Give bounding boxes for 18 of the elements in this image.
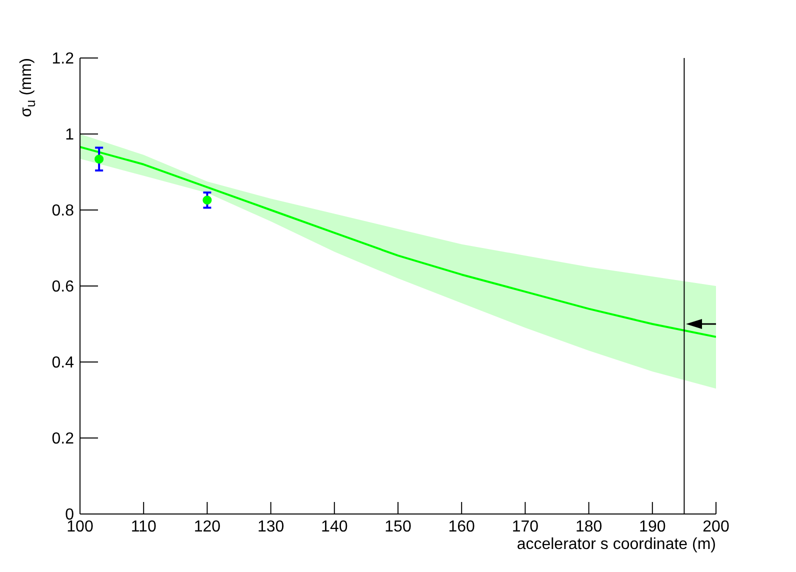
x-tick-label: 110 — [130, 518, 156, 536]
x-tick-label: 170 — [512, 518, 539, 536]
x-tick-label: 160 — [448, 518, 476, 536]
x-axis-title: accelerator s coordinate (m) — [516, 536, 716, 554]
x-tick-label: 130 — [257, 518, 284, 536]
line-series — [80, 146, 716, 338]
x-tick-label: 150 — [384, 518, 412, 536]
y-tick-label: 0.2 — [52, 430, 74, 448]
x-tick-label: 180 — [575, 518, 602, 536]
x-tick-label: 140 — [321, 518, 348, 536]
y-tick-label: 0.6 — [52, 278, 74, 296]
x-tick-label: 120 — [194, 518, 221, 536]
x-tick-label: 200 — [702, 518, 730, 536]
x-tick-label: 190 — [639, 518, 666, 536]
y-tick-label: 1.2 — [52, 50, 74, 68]
y-tick-label: 0.8 — [52, 202, 74, 220]
y-tick-label: 1 — [65, 126, 74, 144]
y-tick-label: 0.4 — [52, 354, 74, 372]
